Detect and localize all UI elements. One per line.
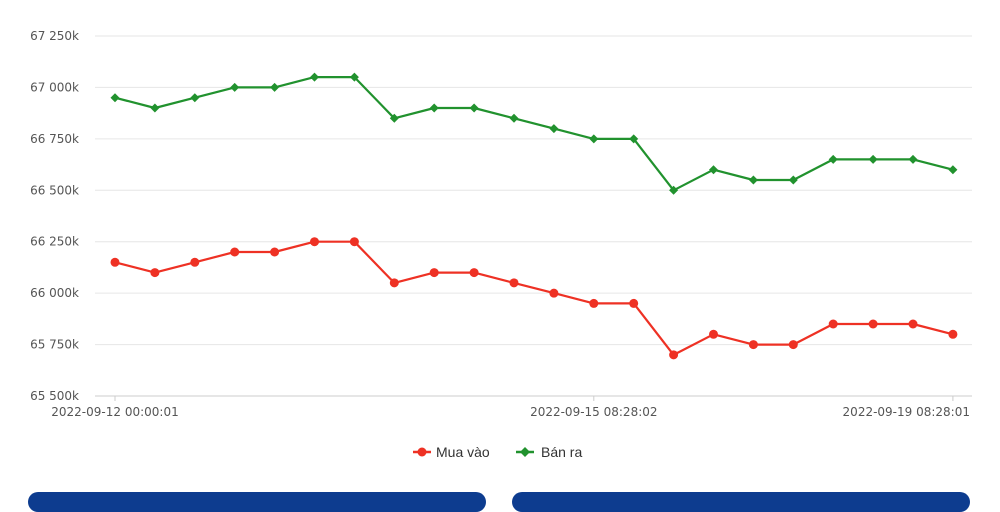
y-tick-label: 65 750k: [30, 338, 79, 352]
data-point[interactable]: [788, 340, 798, 350]
y-tick-label: 66 250k: [30, 235, 79, 249]
data-point[interactable]: [828, 154, 838, 164]
series-line-0: [114, 240, 954, 356]
data-point[interactable]: [589, 298, 599, 308]
data-point[interactable]: [150, 103, 160, 113]
data-point[interactable]: [230, 82, 240, 92]
series-group: [110, 72, 958, 360]
data-point[interactable]: [629, 298, 639, 308]
data-point[interactable]: [709, 329, 718, 339]
data-point[interactable]: [948, 165, 958, 175]
data-point[interactable]: [908, 154, 918, 164]
y-tick-label: 67 000k: [30, 80, 79, 94]
data-point[interactable]: [110, 257, 120, 267]
line-chart: 65 500k 65 750k 66 000k 66 250k 66 500k 66 75…: [30, 29, 972, 460]
data-point[interactable]: [748, 340, 758, 350]
data-point[interactable]: [230, 247, 240, 257]
x-tick-label: 2022-09-19 08:28:01: [843, 405, 970, 419]
data-point[interactable]: [469, 103, 479, 113]
bottom-panel-left[interactable]: [28, 492, 486, 512]
data-point[interactable]: [429, 103, 439, 113]
data-point[interactable]: [629, 134, 639, 144]
data-point[interactable]: [469, 268, 479, 278]
x-axis: 2022-09-12 00:00:01 2022-09-15 08:28:02 20…: [51, 396, 970, 419]
data-point[interactable]: [310, 237, 319, 247]
data-point[interactable]: [589, 134, 599, 144]
data-point[interactable]: [349, 72, 359, 82]
x-tick-label: 2022-09-12 00:00:01: [51, 405, 178, 419]
y-tick-label: 66 000k: [30, 286, 79, 300]
data-point[interactable]: [549, 124, 559, 134]
data-point[interactable]: [669, 185, 679, 195]
data-point[interactable]: [429, 268, 439, 278]
x-tick-label: 2022-09-15 08:28:02: [530, 405, 657, 419]
data-point[interactable]: [349, 237, 359, 247]
legend-marker-ban-ra: [520, 447, 530, 457]
series-line-1: [114, 75, 954, 192]
data-point[interactable]: [549, 288, 559, 298]
data-point[interactable]: [868, 154, 878, 164]
bottom-panel-right[interactable]: [512, 492, 970, 512]
data-point[interactable]: [389, 113, 399, 123]
data-point[interactable]: [948, 329, 958, 339]
data-point[interactable]: [190, 93, 200, 103]
legend-label-ban-ra: Bán ra: [541, 444, 582, 460]
data-point[interactable]: [669, 350, 679, 360]
data-point[interactable]: [828, 319, 838, 329]
data-point[interactable]: [190, 257, 200, 267]
data-point[interactable]: [788, 175, 798, 185]
data-point[interactable]: [748, 175, 758, 185]
data-point[interactable]: [270, 82, 280, 92]
y-tick-label: 65 500k: [30, 389, 79, 403]
legend-label-mua-vao: Mua vào: [436, 444, 490, 460]
data-point[interactable]: [310, 72, 319, 82]
data-point[interactable]: [868, 319, 878, 329]
data-point[interactable]: [150, 268, 160, 278]
series-1: [110, 72, 958, 195]
y-axis: 65 500k 65 750k 66 000k 66 250k 66 500k 66 75…: [30, 29, 79, 403]
data-point[interactable]: [110, 93, 120, 103]
data-point[interactable]: [270, 247, 280, 257]
series-0: [110, 237, 958, 360]
data-point[interactable]: [509, 113, 519, 123]
y-tick-label: 66 750k: [30, 132, 79, 146]
y-tick-label: 66 500k: [30, 183, 79, 197]
legend[interactable]: Mua vào Bán ra: [413, 444, 582, 460]
data-point[interactable]: [389, 278, 399, 288]
data-point[interactable]: [509, 278, 519, 288]
data-point[interactable]: [908, 319, 918, 329]
legend-marker-mua-vao: [417, 447, 427, 457]
y-tick-label: 67 250k: [30, 29, 79, 43]
data-point[interactable]: [709, 165, 718, 175]
legend-item-mua-vao[interactable]: Mua vào: [413, 444, 490, 460]
legend-item-ban-ra[interactable]: Bán ra: [516, 444, 582, 460]
